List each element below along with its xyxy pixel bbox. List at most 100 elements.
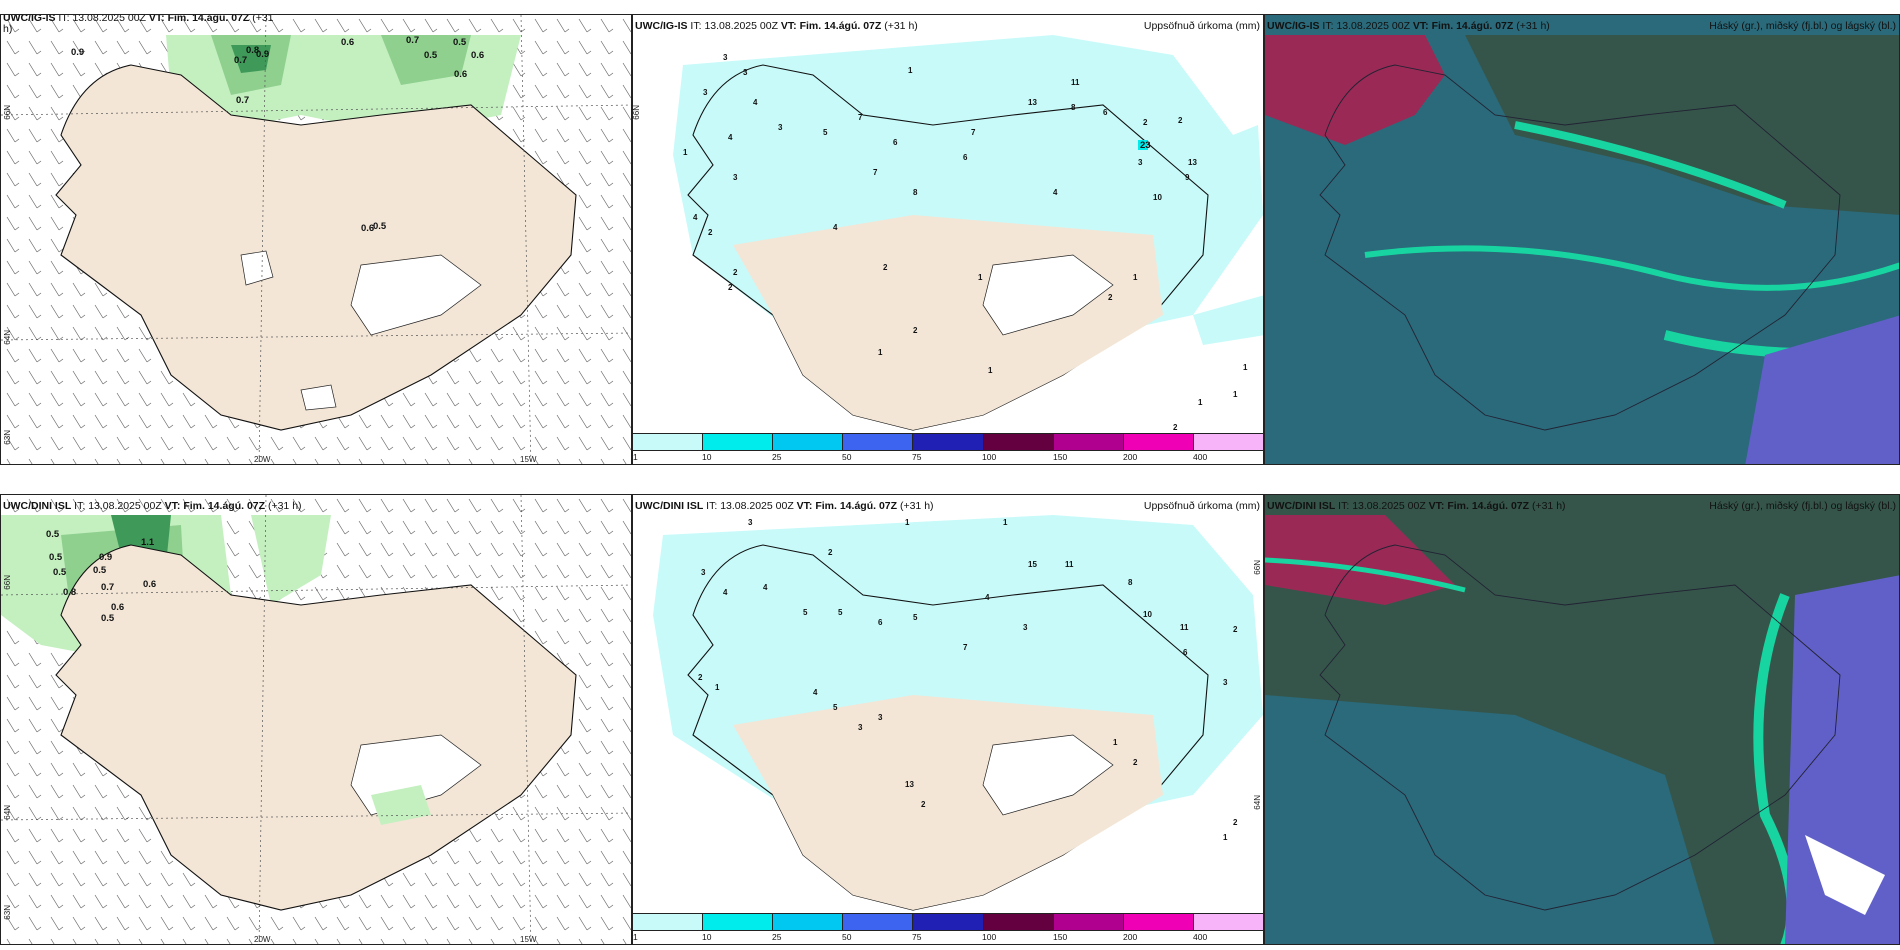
value-label: 10 (1143, 610, 1152, 619)
value-label: 3 (1138, 158, 1143, 167)
colorbar-swatch (1193, 914, 1263, 930)
panel-title: Háský (gr.), miðský (fj.bl.) og lágský (… (1709, 20, 1896, 32)
value-label: 0.6 (454, 69, 467, 80)
lead-time: (+31 h) (1531, 500, 1566, 512)
colorbar-tick: 50 (842, 932, 852, 942)
colorbar-tick: 75 (912, 452, 922, 462)
value-label: 1.1 (141, 537, 155, 548)
value-label: 7 (873, 168, 878, 177)
value-label: 1 (978, 273, 983, 282)
value-label: 6 (878, 618, 883, 627)
value-label: 2 (828, 548, 833, 557)
panel-clouds-dini: UWC/DINI ISL IT: 13.08.2025 00Z VT: Fim.… (1264, 494, 1900, 945)
colorbar-swatch (843, 434, 914, 450)
value-label: 2 (921, 800, 926, 809)
value-label: 2 (1233, 818, 1238, 827)
colorbar-tick: 1 (633, 932, 638, 942)
value-label: 1 (715, 683, 720, 692)
value-label: 2 (1108, 293, 1113, 302)
colorbar-tick: 10 (702, 452, 712, 462)
value-label: 6 (1103, 108, 1108, 117)
glacier (982, 254, 1114, 336)
precip-colorbar-top (632, 433, 1264, 451)
lon-label: 15W (520, 935, 537, 944)
value-label: 0.6 (111, 602, 124, 613)
run-time: 13.08.2025 00Z (704, 20, 778, 32)
value-label: 13 (1028, 98, 1037, 107)
run-prefix: IT: (58, 14, 70, 24)
value-label: 4 (985, 593, 990, 602)
value-label: 1 (908, 66, 913, 75)
run-time: 13.08.2025 00Z (88, 500, 162, 512)
value-label: 7 (971, 128, 976, 137)
glacier (240, 250, 274, 286)
value-label: 2 (883, 263, 888, 272)
run-time: 13.08.2025 00Z (720, 500, 794, 512)
panel-header: UWC/DINI ISL IT: 13.08.2025 00Z VT: Fim.… (3, 500, 302, 512)
colorbar-swatch (913, 914, 984, 930)
map-clouds-dini (1265, 495, 1899, 944)
iceland-coastline (687, 64, 1209, 431)
model-name: UWC/IG-IS (3, 14, 56, 24)
value-label: 0.7 (234, 55, 247, 66)
value-label: 1 (1198, 398, 1203, 407)
value-label: 0.5 (101, 613, 115, 624)
colorbar-swatch (773, 434, 844, 450)
value-label: 11 (1180, 623, 1189, 632)
value-label: 23 (1140, 140, 1151, 151)
precip-high (1138, 140, 1148, 150)
colorbar-ticks-top: 1 10 25 50 75 100 150 200 400 (632, 452, 1264, 464)
value-label: 13 (1188, 158, 1197, 167)
value-label: 3 (1223, 678, 1228, 687)
run-prefix: IT: (706, 500, 718, 512)
value-label: 1 (1003, 518, 1008, 527)
value-label: 4 (833, 223, 838, 232)
lat-label: 64N (3, 805, 12, 820)
value-label: 0.6 (143, 579, 156, 590)
value-label: 15 (1028, 560, 1037, 569)
value-label: 5 (803, 608, 808, 617)
valid-time: Fim. 14.ágú. 07Z (815, 500, 898, 512)
cloud-low-layer (1745, 315, 1899, 464)
colorbar-tick: 25 (772, 452, 782, 462)
graticule-line (520, 495, 532, 944)
lead-time-cont: h) (3, 23, 13, 35)
panel-wind-igis: 0.9 0.8 0.7 0.6 0.7 0.5 0.5 0.6 0.6 0.9 … (0, 14, 632, 465)
lat-label: 66N (3, 105, 12, 120)
colorbar-swatch (1123, 914, 1194, 930)
colorbar-tick: 25 (772, 932, 782, 942)
value-label: 3 (778, 123, 783, 132)
colorbar-tick: 100 (982, 932, 997, 942)
valid-time: Fim. 14.ágú. 07Z (1447, 500, 1530, 512)
value-label: 0.7 (101, 582, 114, 593)
value-label: 0.6 (471, 50, 484, 61)
value-label: 9 (1185, 173, 1190, 182)
colorbar-tick: 200 (1123, 452, 1138, 462)
panel-header: UWC/DINI ISL IT: 13.08.2025 00Z VT: Fim.… (1267, 500, 1566, 512)
model-name: UWC/DINI ISL (635, 500, 704, 512)
value-label: 4 (723, 588, 728, 597)
panel-clouds-igis: UWC/IG-IS IT: 13.08.2025 00Z VT: Fim. 14… (1264, 14, 1900, 465)
value-label: 3 (748, 518, 753, 527)
value-label: 0.5 (93, 565, 107, 576)
lat-label: 66N (632, 105, 641, 120)
lat-label: 66N (3, 575, 12, 590)
map-clouds-igis (1265, 15, 1899, 464)
value-label: 3 (743, 68, 748, 77)
value-label: 11 (1065, 560, 1074, 569)
panel-title: Uppsöfnuð úrkoma (mm) (1143, 20, 1260, 32)
colorbar-tick: 10 (702, 932, 712, 942)
value-label: 4 (813, 688, 818, 697)
colorbar-swatch (1053, 434, 1124, 450)
vt-prefix: VT: (1412, 20, 1429, 32)
lon-label: 15W (520, 455, 537, 464)
panel-header: UWC/IG-IS IT: 13.08.2025 00Z VT: Fim. 14… (635, 20, 918, 32)
value-label: 2 (733, 268, 738, 277)
value-label: 2 (708, 228, 713, 237)
panel-title: Uppsöfnuð úrkoma (mm) (1143, 500, 1260, 512)
lat-label: 63N (3, 430, 12, 445)
lon-label: 20W (254, 935, 271, 944)
colorbar-swatch (1053, 914, 1124, 930)
value-label: 3 (878, 713, 883, 722)
cloud-clear (1805, 835, 1885, 915)
